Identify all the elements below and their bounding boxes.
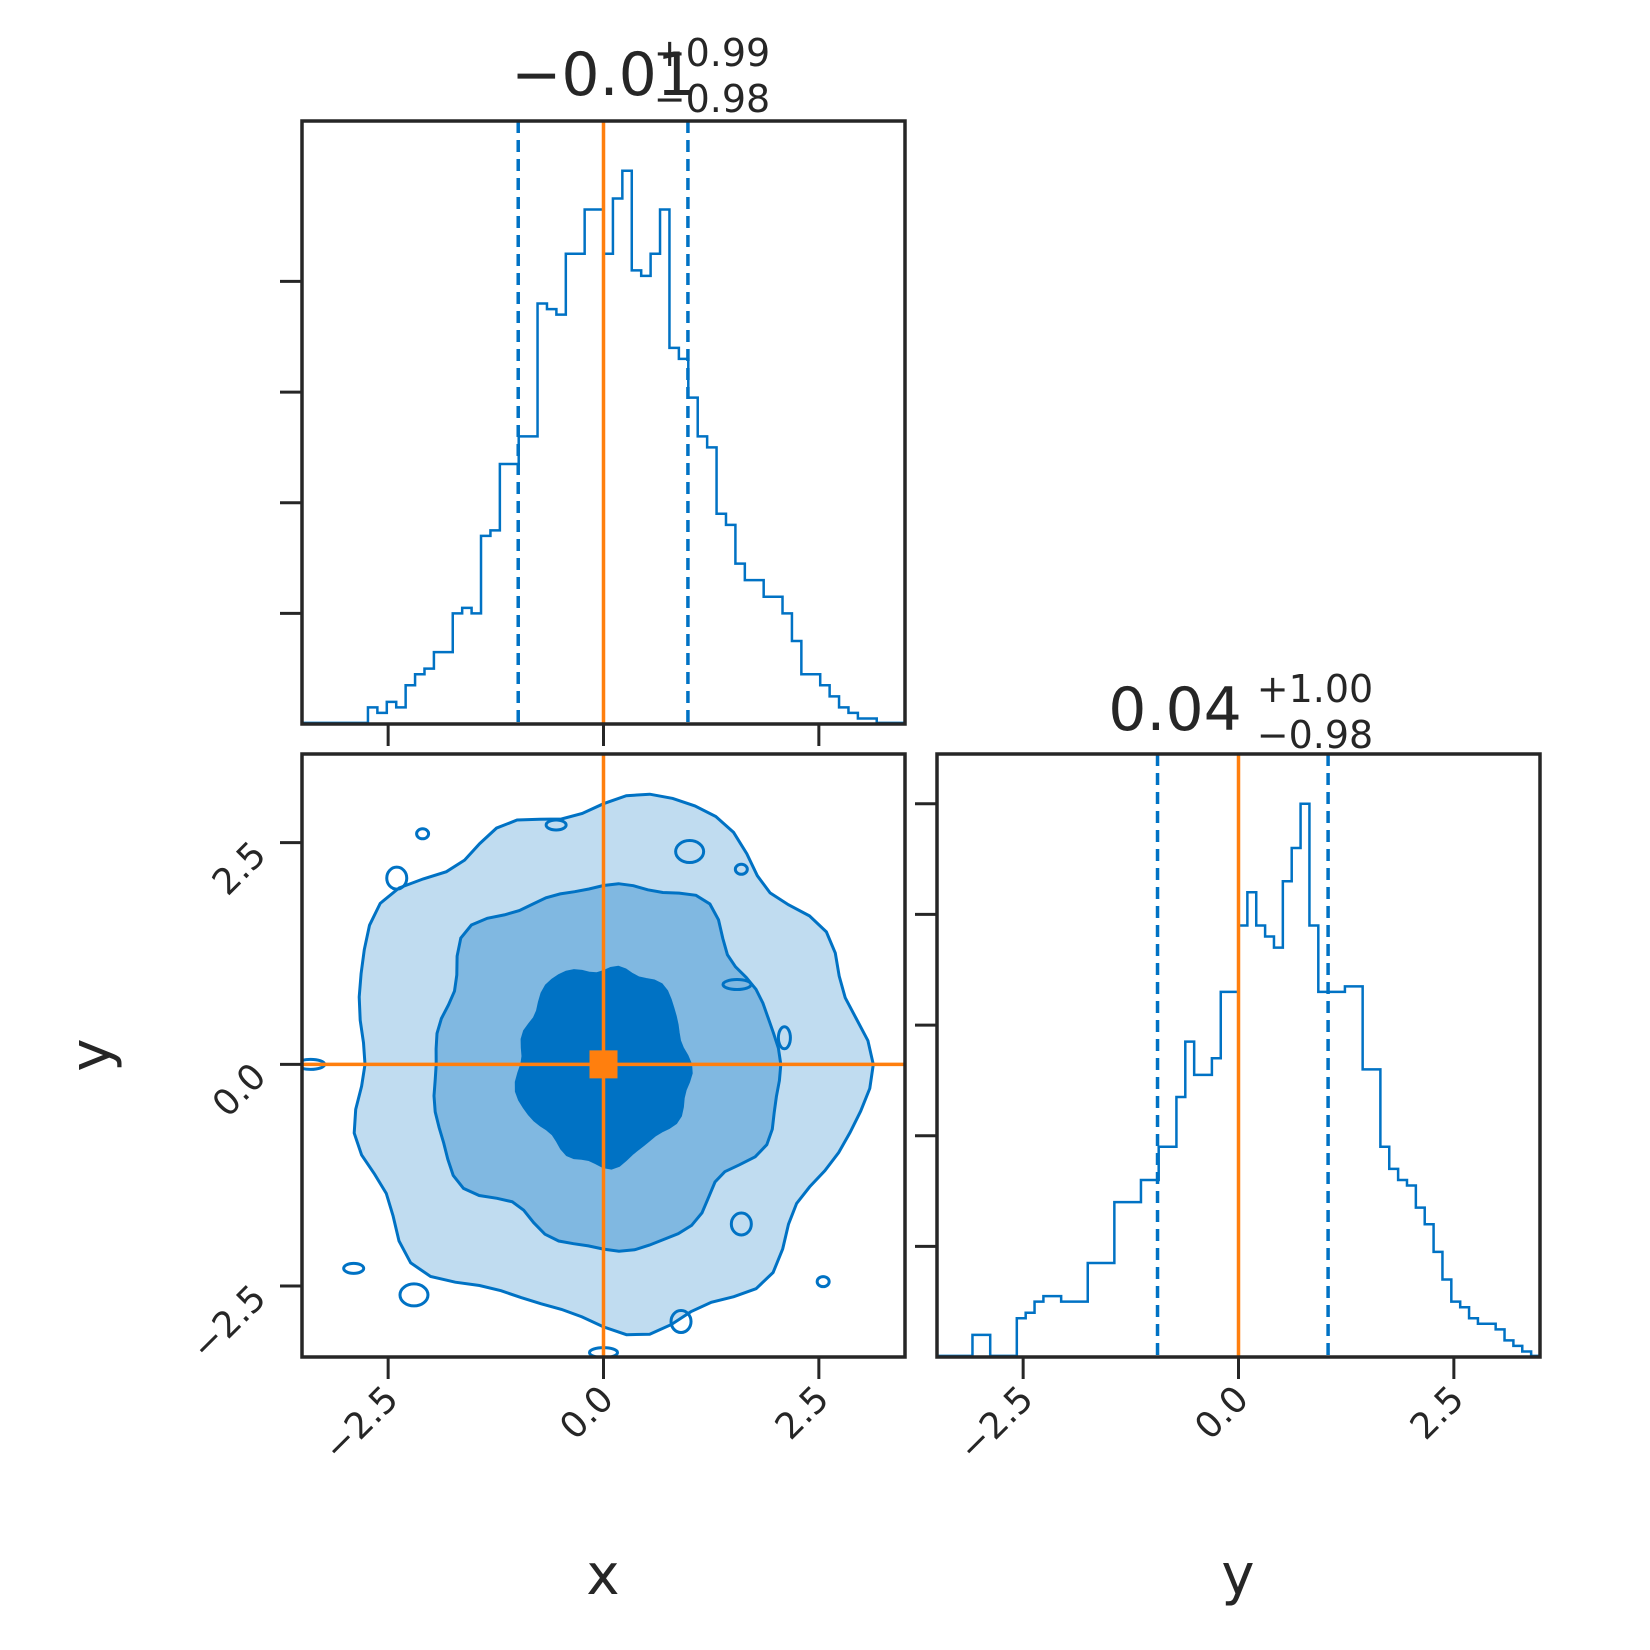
joint-xtick-label-2: 2.5 <box>768 1378 837 1447</box>
contour-islet-9 <box>776 1025 792 1051</box>
x-title-value: −0.01 <box>511 40 695 110</box>
contour-islet-5 <box>398 1282 430 1308</box>
joint-truth-marker <box>589 1050 618 1079</box>
contour-islet-10 <box>544 818 568 832</box>
x-axis-label: x <box>586 1543 619 1608</box>
contour-islet-4 <box>342 1261 366 1275</box>
x-title-minus: −0.98 <box>654 77 770 121</box>
joint-xtick-label-1: 0.0 <box>552 1378 621 1447</box>
x-quantile-lines <box>516 121 690 724</box>
y-marginal-histogram-step <box>937 802 1540 1358</box>
x-marginal-ticks <box>280 279 821 746</box>
x-marginal-title: −0.01 <box>511 40 695 110</box>
contour-islet-8 <box>721 978 753 992</box>
joint-contours <box>287 792 875 1357</box>
contour-islet-11 <box>674 839 706 865</box>
contour-islet-13 <box>669 1309 693 1335</box>
y-axis-label: y <box>59 1038 124 1071</box>
contour-islet-0 <box>415 827 431 841</box>
x-title-plus: +0.99 <box>654 31 770 75</box>
y-marginal-xtick-label-1: 0.0 <box>1187 1378 1256 1447</box>
contour-islet-1 <box>385 865 409 891</box>
joint-panel: −2.5 0.0 2.5 −2.5 0.0 2.5 x y <box>59 752 907 1608</box>
contour-islet-12 <box>733 862 749 876</box>
contour-islet-6 <box>815 1275 831 1289</box>
y-marginal-panel: −2.5 0.0 2.5 0.04 +1.00 −0.98 y <box>915 667 1542 1608</box>
contour-islet-3 <box>287 1195 299 1217</box>
joint-xtick-label-0: −2.5 <box>316 1378 407 1469</box>
y-marginal-x-label: y <box>1221 1543 1254 1608</box>
y-histogram <box>937 802 1540 1358</box>
y-quantile-lines <box>1155 754 1330 1357</box>
contour-islet-7 <box>729 1211 753 1237</box>
joint-ytick-label-1: 0.0 <box>205 1056 274 1125</box>
x-marginal-histogram-step <box>302 169 905 725</box>
joint-ytick-label-2: 2.5 <box>205 834 274 903</box>
y-title-value: 0.04 <box>1108 675 1242 745</box>
y-title-plus: +1.00 <box>1257 667 1373 711</box>
x-histogram <box>302 169 905 725</box>
y-marginal-title: 0.04 <box>1108 675 1242 745</box>
x-marginal-panel: −0.01 +0.99 −0.98 <box>280 31 907 746</box>
y-marginal-xtick-label-2: 2.5 <box>1403 1378 1472 1447</box>
joint-truth-lines <box>302 754 905 1357</box>
y-title-minus: −0.98 <box>1257 713 1373 757</box>
y-marginal-ticks: −2.5 0.0 2.5 <box>915 802 1472 1469</box>
y-marginal-xtick-label-0: −2.5 <box>951 1378 1042 1469</box>
joint-ytick-label-0: −2.5 <box>184 1277 275 1368</box>
